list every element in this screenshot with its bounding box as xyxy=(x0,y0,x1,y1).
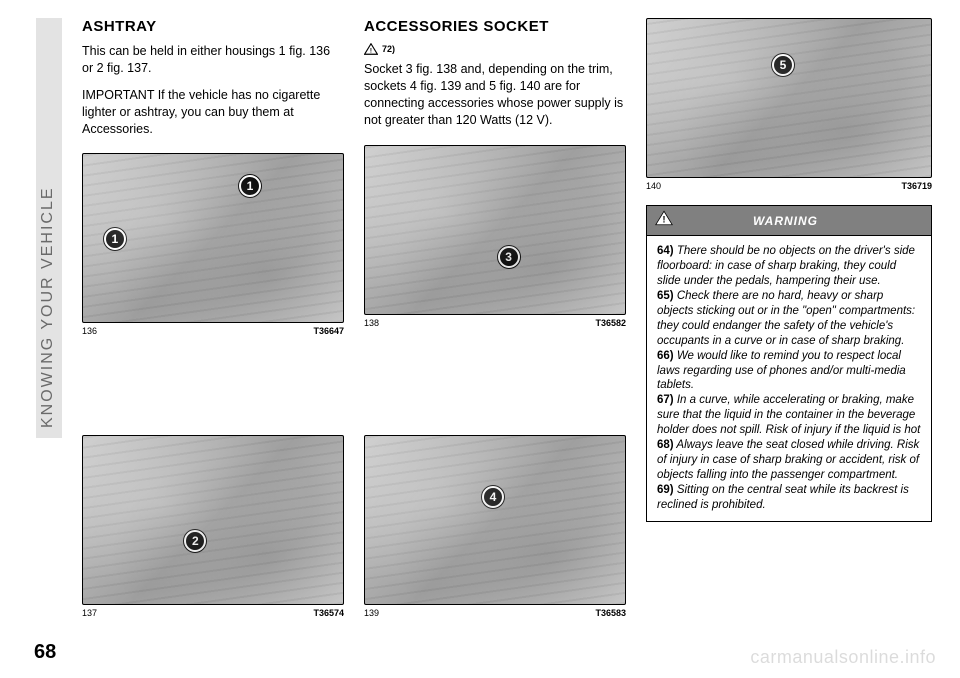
warning-item-69: 69) Sitting on the central seat while it… xyxy=(657,483,921,513)
figure-139-num: 139 xyxy=(364,608,379,618)
svg-text:!: ! xyxy=(663,215,666,225)
figure-137: 2 137 T36574 xyxy=(82,435,344,618)
ashtray-heading: ASHTRAY xyxy=(82,18,344,35)
figure-138: 3 138 T36582 xyxy=(364,145,626,328)
figure-136: 1 1 136 T36647 xyxy=(82,153,344,336)
figure-138-ref: T36582 xyxy=(595,318,626,328)
callout-1b: 1 xyxy=(239,175,261,197)
callout-2: 2 xyxy=(184,530,206,552)
figure-140-caption: 140 T36719 xyxy=(646,181,932,191)
figure-139-caption: 139 T36583 xyxy=(364,608,626,618)
figure-137-num: 137 xyxy=(82,608,97,618)
section-tab: KNOWING YOUR VEHICLE xyxy=(36,18,62,438)
column-3: 5 140 T36719 ! WARNING 64) There should … xyxy=(646,18,932,618)
figure-136-caption: 136 T36647 xyxy=(82,326,344,336)
figure-136-ref: T36647 xyxy=(313,326,344,336)
figure-139-image: 4 xyxy=(364,435,626,605)
warning-item-65: 65) Check there are no hard, heavy or sh… xyxy=(657,289,921,349)
manual-page: KNOWING YOUR VEHICLE ASHTRAY This can be… xyxy=(0,0,960,678)
callout-5: 5 xyxy=(772,54,794,76)
figure-137-image: 2 xyxy=(82,435,344,605)
content-columns: ASHTRAY This can be held in either housi… xyxy=(82,18,932,618)
callout-4: 4 xyxy=(482,486,504,508)
figure-138-image: 3 xyxy=(364,145,626,315)
figure-136-num: 136 xyxy=(82,326,97,336)
figure-137-caption: 137 T36574 xyxy=(82,608,344,618)
figure-138-num: 138 xyxy=(364,318,379,328)
warning-box: 64) There should be no objects on the dr… xyxy=(646,236,932,522)
page-number: 68 xyxy=(34,641,56,664)
warning-label: WARNING xyxy=(753,214,818,228)
column-2: ACCESSORIES SOCKET ! 72) Socket 3 fig. 1… xyxy=(364,18,626,618)
ashtray-text-2: IMPORTANT If the vehicle has no cigarett… xyxy=(82,87,344,138)
accessories-text: Socket 3 fig. 138 and, depending on the … xyxy=(364,61,626,129)
figure-139: 4 139 T36583 xyxy=(364,435,626,618)
accessories-heading: ACCESSORIES SOCKET xyxy=(364,18,626,35)
figure-139-ref: T36583 xyxy=(595,608,626,618)
svg-text:!: ! xyxy=(370,48,372,55)
ashtray-text-1: This can be held in either housings 1 fi… xyxy=(82,43,344,77)
figure-140-ref: T36719 xyxy=(901,181,932,191)
figure-137-ref: T36574 xyxy=(313,608,344,618)
figure-140-image: 5 xyxy=(646,18,932,178)
note-ref-72: 72) xyxy=(382,44,395,54)
figure-136-image: 1 1 xyxy=(82,153,344,323)
figure-138-caption: 138 T36582 xyxy=(364,318,626,328)
warning-header: ! WARNING xyxy=(646,205,932,236)
callout-3: 3 xyxy=(498,246,520,268)
warning-item-67: 67) In a curve, while accelerating or br… xyxy=(657,393,921,438)
callout-1a: 1 xyxy=(104,228,126,250)
watermark: carmanualsonline.info xyxy=(750,647,936,668)
column-1: ASHTRAY This can be held in either housi… xyxy=(82,18,344,618)
figure-140-num: 140 xyxy=(646,181,661,191)
warning-item-68: 68) Always leave the seat closed while d… xyxy=(657,438,921,483)
figure-140: 5 140 T36719 xyxy=(646,18,932,191)
warning-icon: ! xyxy=(655,210,673,231)
warning-triangle-icon: ! xyxy=(364,43,378,55)
warning-item-66: 66) We would like to remind you to respe… xyxy=(657,349,921,394)
warning-item-64: 64) There should be no objects on the dr… xyxy=(657,244,921,289)
